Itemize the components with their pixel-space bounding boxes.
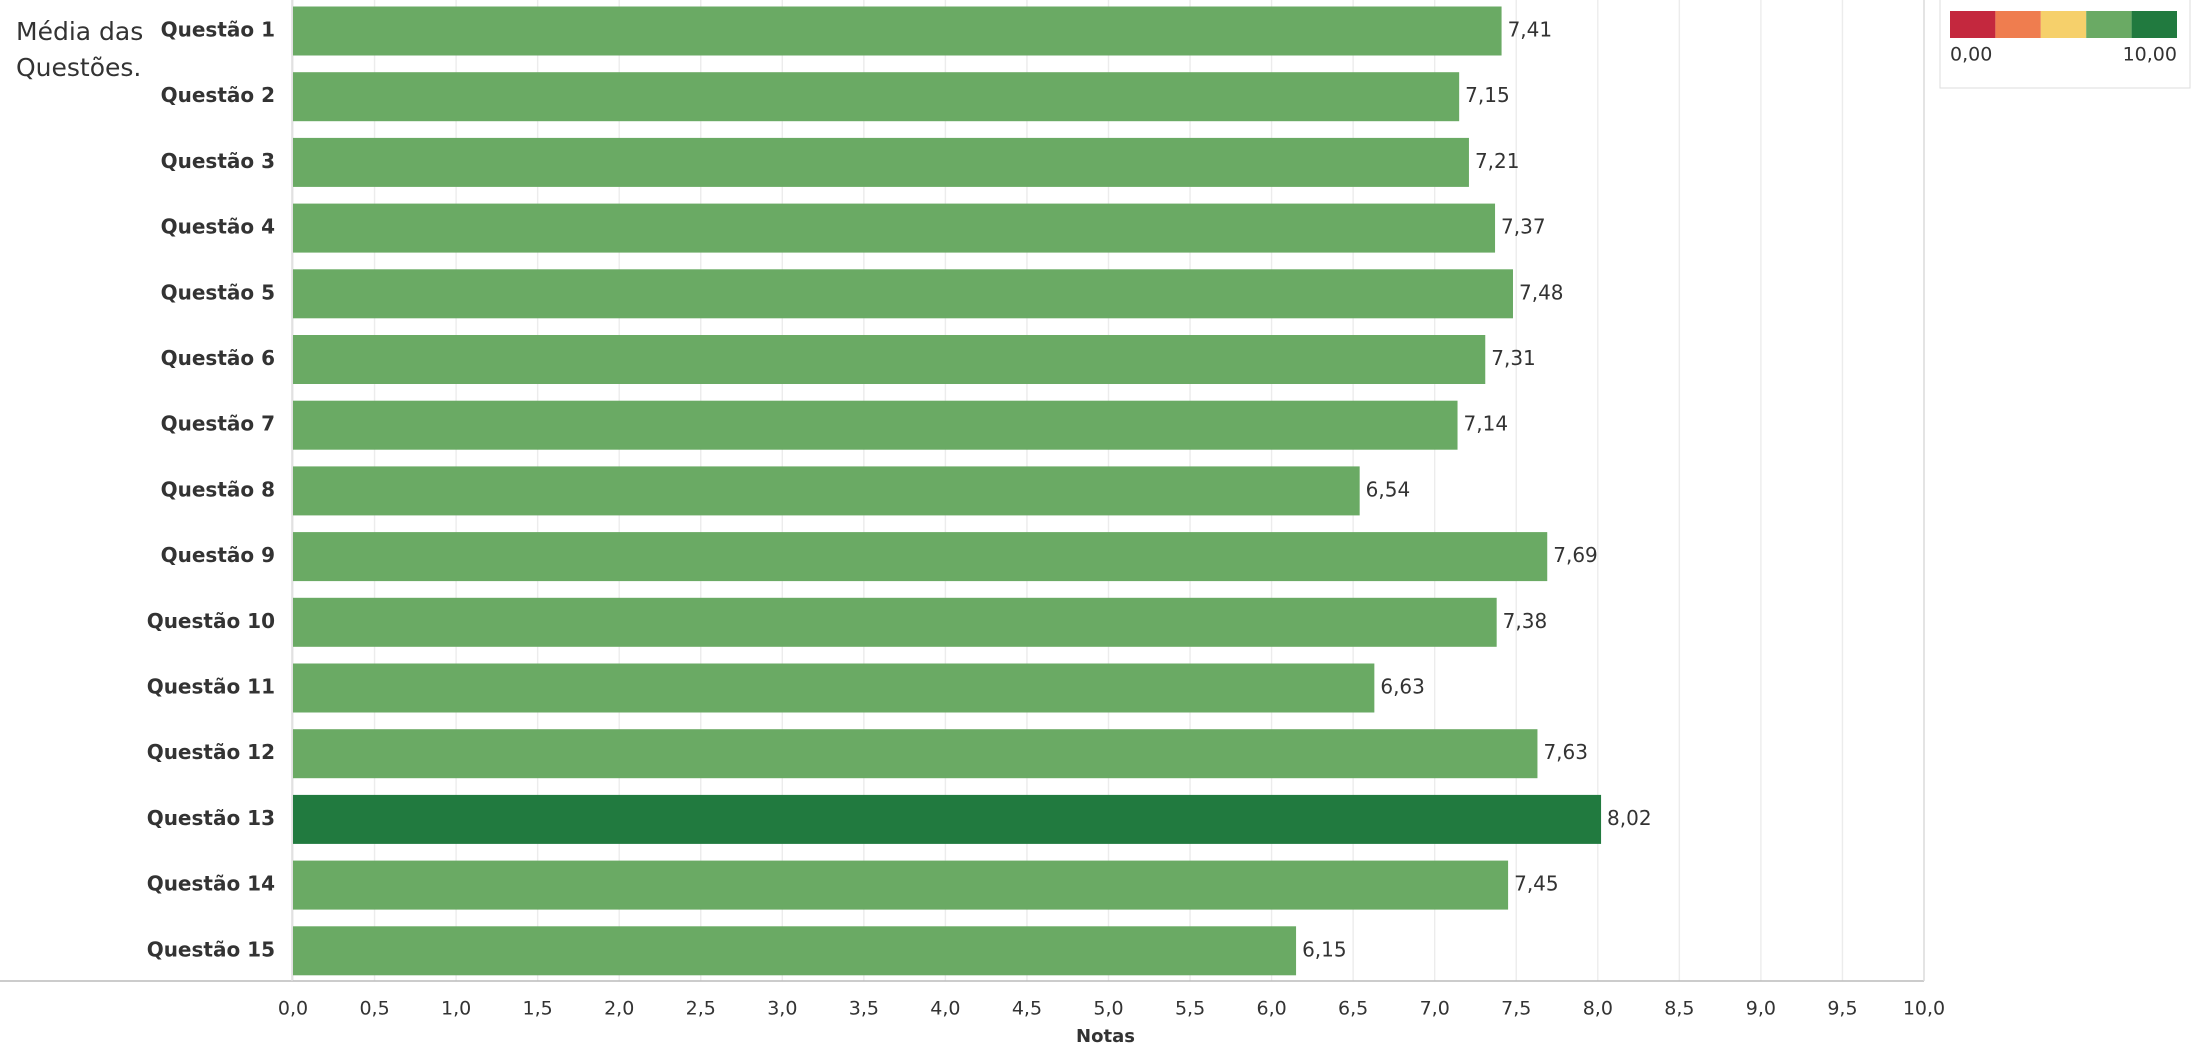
bar <box>293 6 1502 56</box>
x-tick-label: 1,0 <box>441 998 471 1020</box>
value-label: 6,15 <box>1302 937 1347 961</box>
legend-swatch <box>2040 11 2087 38</box>
y-tick-label: Questão 1 <box>161 18 275 42</box>
x-tick-label: 6,0 <box>1256 998 1286 1020</box>
x-tick-label: 2,0 <box>604 998 634 1020</box>
bar <box>293 926 1297 976</box>
legend-max-label: 10,00 <box>2123 44 2177 66</box>
x-tick-label: 4,0 <box>930 998 960 1020</box>
bar <box>293 729 1538 779</box>
x-tick-label: 9,5 <box>1827 998 1857 1020</box>
x-tick-label: 0,5 <box>359 998 389 1020</box>
bar <box>293 597 1497 647</box>
bar <box>293 72 1460 122</box>
x-tick-label: 0,0 <box>278 998 308 1020</box>
value-label: 8,02 <box>1607 806 1652 830</box>
x-tick-label: 5,5 <box>1175 998 1205 1020</box>
bar <box>293 860 1509 910</box>
x-tick-label: 5,0 <box>1093 998 1123 1020</box>
bar <box>293 663 1375 713</box>
x-tick-label: 8,0 <box>1583 998 1613 1020</box>
y-tick-label: Questão 6 <box>161 346 275 370</box>
x-tick-label: 9,0 <box>1746 998 1776 1020</box>
legend-min-label: 0,00 <box>1950 44 1992 66</box>
x-tick-label: 2,5 <box>686 998 716 1020</box>
y-tick-label: Questão 13 <box>147 806 275 830</box>
y-tick-label: Questão 11 <box>147 675 275 699</box>
value-label: 7,15 <box>1465 83 1510 107</box>
legend-swatch <box>1950 11 1996 38</box>
value-label: 6,54 <box>1366 477 1411 501</box>
x-axis-label: Notas <box>1076 1026 1135 1046</box>
y-tick-label: Questão 3 <box>161 149 275 173</box>
x-tick-label: 3,5 <box>849 998 879 1020</box>
bar <box>293 400 1458 450</box>
x-tick-label: 7,5 <box>1501 998 1531 1020</box>
y-tick-label: Questão 7 <box>161 412 275 436</box>
y-tick-label: Questão 9 <box>161 543 275 567</box>
value-label: 7,31 <box>1491 346 1536 370</box>
value-label: 7,45 <box>1514 872 1559 896</box>
y-tick-label: Questão 12 <box>147 740 275 764</box>
x-tick-label: 6,5 <box>1338 998 1368 1020</box>
bar <box>293 335 1486 384</box>
y-tick-label: Questão 4 <box>161 215 275 239</box>
value-label: 7,21 <box>1475 149 1520 173</box>
legend-frame <box>1939 0 2191 89</box>
x-tick-label: 3,0 <box>767 998 797 1020</box>
x-tick-label: 8,5 <box>1664 998 1694 1020</box>
x-tick-label: 1,5 <box>523 998 553 1020</box>
legend-swatch <box>2086 11 2132 38</box>
value-label: 7,69 <box>1553 543 1598 567</box>
x-tick-label: 7,0 <box>1420 998 1450 1020</box>
value-label: 7,37 <box>1501 215 1546 239</box>
x-tick-label: 4,5 <box>1012 998 1042 1020</box>
bar <box>293 532 1548 582</box>
value-label: 7,38 <box>1503 609 1548 633</box>
bar <box>293 794 1602 844</box>
y-tick-label: Questão 5 <box>161 280 275 304</box>
value-label: 6,63 <box>1380 675 1425 699</box>
y-tick-label: Questão 10 <box>147 609 275 633</box>
x-tick-label: 10,0 <box>1903 998 1945 1020</box>
legend-swatch <box>2131 11 2177 38</box>
value-label: 7,48 <box>1519 280 1564 304</box>
y-tick-label: Questão 14 <box>147 872 275 896</box>
value-label: 7,63 <box>1543 740 1588 764</box>
y-tick-label: Questão 2 <box>161 83 275 107</box>
bar <box>293 203 1496 253</box>
bar <box>293 137 1469 187</box>
legend-swatch <box>1995 11 2041 38</box>
chart-title: Média das Questões. <box>16 17 144 82</box>
y-tick-label: Questão 15 <box>147 937 275 961</box>
value-label: 7,14 <box>1464 412 1509 436</box>
value-label: 7,41 <box>1508 18 1553 42</box>
bar <box>293 269 1513 319</box>
bar <box>293 466 1360 516</box>
y-tick-label: Questão 8 <box>161 477 275 501</box>
